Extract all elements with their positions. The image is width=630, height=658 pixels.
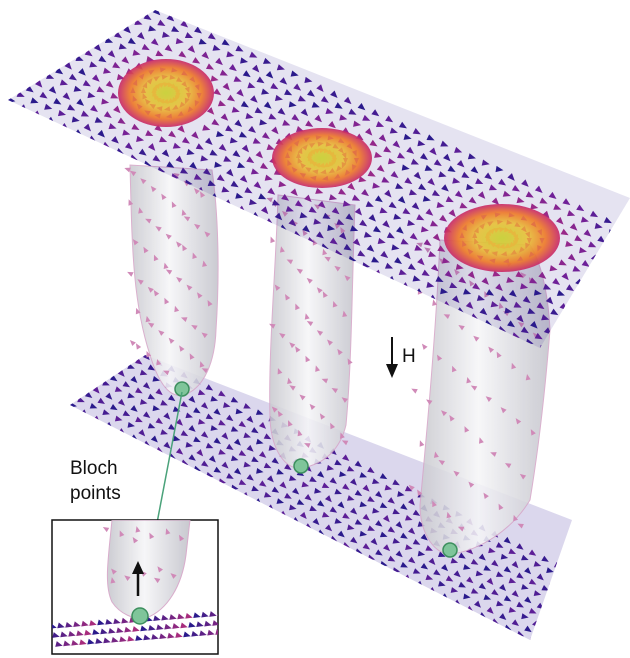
magnetization-cone [609, 273, 617, 279]
magnetization-cone [546, 597, 553, 603]
magnetization-cone [420, 440, 425, 447]
magnetization-cone [584, 303, 592, 309]
bloch-point-inset [49, 520, 231, 654]
magnetization-cone [602, 248, 610, 254]
bloch-point-middle [294, 459, 308, 473]
magnetization-cone [579, 575, 587, 580]
magnetization-cone [411, 389, 417, 394]
magnetization-cone [595, 266, 603, 273]
magnetization-cone [605, 261, 613, 269]
bloch-point-right [443, 543, 457, 557]
magnetization-cone [562, 586, 569, 592]
magnetization-cone [607, 303, 615, 309]
magnetization-cone [566, 568, 574, 574]
magnetization-cone [618, 223, 626, 229]
magnetization-cone [625, 248, 630, 255]
field-label: H [402, 346, 416, 367]
magnetization-cone [220, 620, 228, 626]
magnetization-cone [582, 587, 589, 594]
down-arrow-icon [386, 337, 398, 378]
magnetization-cone [603, 291, 611, 298]
magnetization-cone [574, 592, 581, 598]
inset-bloch-point [132, 608, 148, 624]
magnetization-cone [608, 229, 616, 235]
magnetization-cone [545, 627, 552, 634]
magnetization-cone [587, 599, 595, 605]
magnetization-cone [559, 574, 566, 580]
magnetization-cone [623, 279, 630, 285]
magnetization-cone [564, 315, 572, 321]
magnetization-cone [580, 291, 588, 297]
magnetization-cone [136, 343, 141, 349]
bloch-label-line1: Bloch [70, 458, 118, 479]
magnetization-cone [589, 285, 597, 292]
magnetization-cone [127, 272, 133, 277]
magnetization-cone [587, 316, 595, 323]
magnetization-cone [611, 242, 619, 249]
magnetization-cone [604, 587, 612, 593]
magnetization-cone [130, 340, 136, 346]
bloch-points-label: Bloch points [70, 458, 121, 504]
field-indicator: H [386, 337, 416, 378]
magnetization-cone [592, 581, 600, 587]
magnetization-cone [570, 581, 577, 588]
magnetization-cone [573, 309, 581, 316]
magnetization-cone [557, 604, 564, 611]
magnetization-cone [579, 604, 587, 610]
magnetization-cone [571, 296, 579, 302]
magnetization-cone [537, 632, 544, 638]
magnetization-cone [555, 321, 563, 327]
magnetization-cone [570, 610, 577, 617]
magnetization-cone [569, 327, 577, 333]
magnetization-cone [542, 614, 550, 619]
bloch-label-line2: points [70, 483, 121, 504]
magnetization-cone [549, 609, 556, 615]
magnetization-cone [422, 344, 428, 350]
magnetization-cone [595, 593, 602, 600]
magnetization-cone [578, 321, 586, 327]
magnetization-cone [270, 237, 275, 244]
magnetization-cone [554, 591, 562, 596]
magnetization-cone [614, 285, 622, 291]
magnetization-cone [618, 267, 626, 274]
magnetization-cone [594, 297, 602, 303]
magnetization-cone [617, 297, 625, 304]
magnetization-cone [616, 254, 624, 260]
magnetization-cone [620, 236, 627, 244]
magnetization-cone [586, 272, 594, 278]
magnetization-cone [223, 629, 231, 635]
magnetization-cone [562, 615, 570, 621]
magnetization-cone [598, 309, 606, 315]
magnetization-cone [554, 621, 562, 627]
magnetization-cone [558, 334, 566, 341]
magnetization-cone [600, 278, 608, 284]
magnetization-cone [567, 598, 575, 604]
